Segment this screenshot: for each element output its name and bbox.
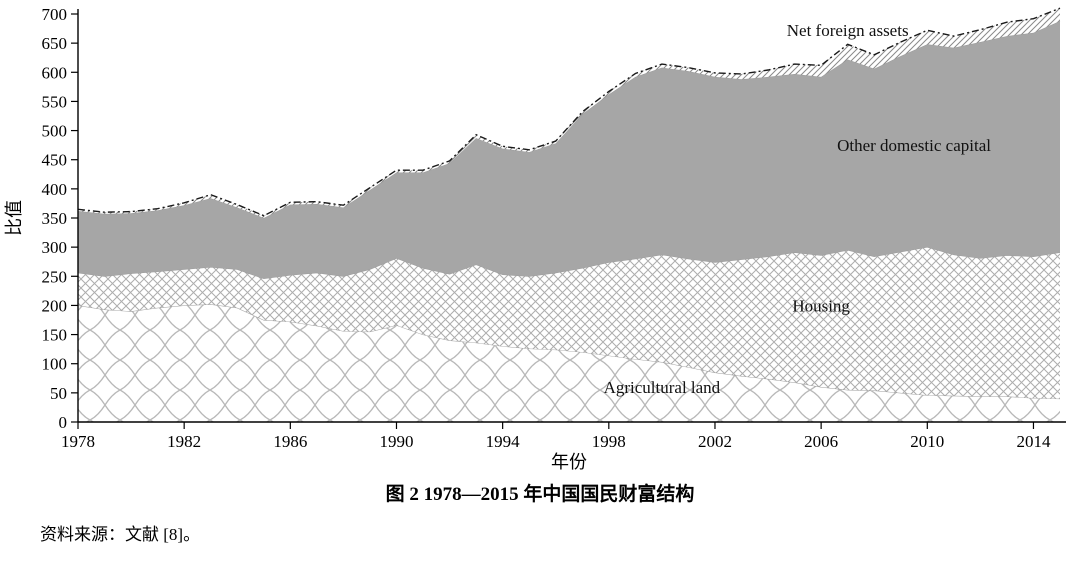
x-tick-label: 1982 [167,432,201,451]
y-tick-label: 350 [42,209,68,228]
series-label-housing: Housing [792,296,850,315]
x-tick-label: 1978 [61,432,95,451]
x-tick-label: 1986 [273,432,307,451]
y-axis-title: 比值 [4,200,24,236]
y-tick-label: 250 [42,267,68,286]
figure-caption: 图 2 1978—2015 年中国国民财富结构 [385,484,695,505]
y-tick-label: 200 [42,296,68,315]
chart-root: 0 50 100 150 200 250 300 350 400 450 500 550 600 650 7… [4,5,1066,472]
y-tick-label: 500 [42,122,68,141]
y-tick-label: 150 [42,326,68,345]
y-tick-label: 700 [42,5,68,24]
y-tick-label: 450 [42,151,68,170]
y-tick-label: 550 [42,92,68,111]
area-housing [78,247,1060,399]
chart-areas [78,7,1061,422]
stacked-area-chart: 0 50 100 150 200 250 300 350 400 450 500 550 600 650 7… [4,5,1066,472]
y-tick-label: 0 [59,413,68,432]
y-tick-label: 600 [42,63,68,82]
axes [77,9,1066,423]
x-tick-label: 2010 [910,432,944,451]
x-tick-label: 1990 [379,432,413,451]
edge-net-foreign-assets [78,7,1061,217]
ticks: 0 50 100 150 200 250 300 350 400 450 500 550 600 650 7… [42,5,1051,451]
x-tick-label: 1994 [486,432,521,451]
x-tick-label: 2006 [804,432,838,451]
y-tick-label: 400 [42,180,68,199]
x-axis-title: 年份 [551,452,587,472]
y-tick-label: 650 [42,34,68,53]
x-tick-label: 2014 [1016,432,1051,451]
series-label-net-foreign-assets: Net foreign assets [787,21,909,40]
area-agricultural-land [78,304,1060,422]
area-other-domestic-capital [78,21,1060,279]
y-tick-label: 300 [42,238,68,257]
series-label-other-domestic-capital: Other domestic capital [837,136,991,155]
figure-source: 资料来源：文献 [8]。 [40,525,201,544]
series-label-agricultural-land: Agricultural land [604,378,721,397]
y-tick-label: 50 [50,384,67,403]
x-tick-label: 1998 [592,432,626,451]
x-tick-label: 2002 [698,432,732,451]
y-tick-label: 100 [42,355,68,374]
